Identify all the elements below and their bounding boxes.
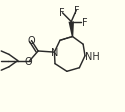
Text: N: N xyxy=(51,48,58,58)
Text: O: O xyxy=(25,56,32,66)
Text: O: O xyxy=(27,36,35,45)
Text: F: F xyxy=(59,8,64,18)
Text: F: F xyxy=(82,17,87,27)
Text: F: F xyxy=(74,6,80,16)
Text: NH: NH xyxy=(85,51,100,61)
Polygon shape xyxy=(68,22,74,37)
